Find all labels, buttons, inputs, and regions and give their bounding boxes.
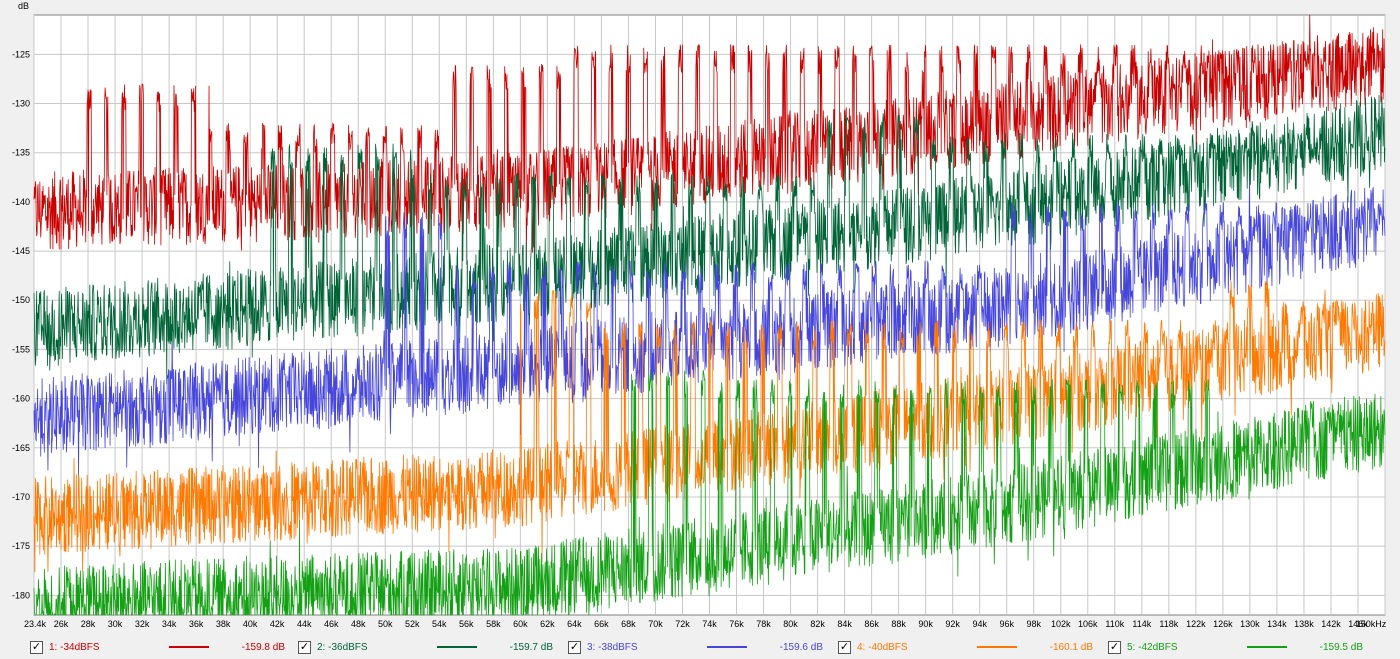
axes: dB 23.4k 26k 28k 30k 32k 34k 36k 38k 40k 42k 44k 46… [12, 1, 1387, 629]
x-tick-label: 86k [864, 619, 879, 629]
legend-series-name: 2: -36dBFS [317, 641, 368, 653]
legend-swatch [169, 646, 209, 648]
legend-swatch [1247, 646, 1287, 648]
series-line [33, 95, 1386, 385]
y-tick-label: -180 [12, 590, 30, 600]
x-tick-label: 130k [1240, 619, 1260, 629]
series-line [33, 280, 1386, 573]
x-tick-label: 56k [459, 619, 474, 629]
x-tick-label: 42k [270, 619, 285, 629]
y-tick-label: -165 [12, 443, 30, 453]
series-visibility-checkbox[interactable]: ✓ [298, 640, 311, 654]
x-tick-label: 40k [243, 619, 258, 629]
x-tick-label: 34k [162, 619, 177, 629]
y-tick-label: -130 [12, 99, 30, 109]
x-tick-label: 44k [297, 619, 312, 629]
x-tick-label: 30k [108, 619, 123, 629]
x-tick-label: 142k [1321, 619, 1341, 629]
legend-series-value: -160.1 dB [1049, 641, 1093, 653]
y-tick-label: -145 [12, 246, 30, 256]
y-tick-label: -175 [12, 541, 30, 551]
series-visibility-checkbox[interactable]: ✓ [30, 640, 43, 654]
x-tick-label: 126k [1213, 619, 1233, 629]
legend: ✓ 1: -34dBFS -159.8 dB ✓ 2: -36dBFS -159.7 dB… [0, 634, 1400, 659]
x-tick-label: 70k [648, 619, 663, 629]
x-tick-label: 74k [702, 619, 717, 629]
x-tick-label: 38k [216, 619, 231, 629]
x-tick-label: 138k [1294, 619, 1314, 629]
x-tick-label: 134k [1267, 619, 1287, 629]
y-tick-label: -125 [12, 49, 30, 59]
x-tick-label: 146k [1348, 619, 1368, 629]
x-tick-label: 102k [1051, 619, 1071, 629]
x-tick-label: 52k [405, 619, 420, 629]
x-tick-label: 92k [945, 619, 960, 629]
x-tick-label: 114k [1132, 619, 1151, 629]
legend-item[interactable]: ✓ 1: -34dBFS -159.8 dB [30, 638, 285, 656]
series-visibility-checkbox[interactable]: ✓ [838, 640, 851, 654]
x-tick-label: 76k [729, 619, 744, 629]
x-tick-label: 23.4k [24, 619, 47, 629]
series-line [33, 14, 1386, 259]
x-tick-label: 106k [1078, 619, 1098, 629]
y-axis-unit-label: dB [18, 1, 29, 11]
series-layer [33, 14, 1386, 616]
legend-series-name: 4: -40dBFS [857, 641, 908, 653]
legend-item[interactable]: ✓ 3: -38dBFS -159.6 dB [568, 638, 823, 656]
x-tick-label: 80k [783, 619, 798, 629]
x-tick-label: 46k [324, 619, 339, 629]
legend-item[interactable]: ✓ 5: -42dBFS -159.5 dB [1108, 638, 1363, 656]
series-line [33, 179, 1386, 478]
x-tick-label: 72k [675, 619, 690, 629]
series-visibility-checkbox[interactable]: ✓ [1108, 640, 1121, 654]
y-tick-label: -160 [12, 394, 30, 404]
x-tick-label: 28k [81, 619, 96, 629]
spectrum-chart: dB 23.4k 26k 28k 30k 32k 34k 36k 38k 40k 42k 44k 46… [12, 1, 1387, 629]
legend-series-name: 1: -34dBFS [49, 641, 100, 653]
x-tick-label: 32k [135, 619, 150, 629]
legend-swatch [707, 646, 747, 648]
y-tick-label: -135 [12, 148, 30, 158]
legend-series-value: -159.8 dB [241, 641, 285, 653]
legend-series-name: 3: -38dBFS [587, 641, 638, 653]
legend-swatch [977, 646, 1017, 648]
legend-item[interactable]: ✓ 4: -40dBFS -160.1 dB [838, 638, 1093, 656]
x-tick-label: 118k [1159, 619, 1178, 629]
x-tick-label: 98k [1026, 619, 1041, 629]
legend-series-value: -159.5 dB [1319, 641, 1363, 653]
x-tick-label: 54k [432, 619, 447, 629]
x-tick-label: 26k [54, 619, 69, 629]
x-tick-label: 60k [513, 619, 528, 629]
x-tick-label: 48k [351, 619, 366, 629]
legend-series-value: -159.6 dB [779, 641, 823, 653]
series-visibility-checkbox[interactable]: ✓ [568, 640, 581, 654]
legend-series-name: 5: -42dBFS [1127, 641, 1178, 653]
legend-series-value: -159.7 dB [509, 641, 553, 653]
x-tick-label: 62k [540, 619, 555, 629]
x-tick-label: 64k [567, 619, 582, 629]
x-tick-label: 90k [918, 619, 933, 629]
x-tick-label: 82k [810, 619, 825, 629]
x-tick-label: 84k [837, 619, 852, 629]
x-tick-label: 88k [891, 619, 906, 629]
series-line [33, 369, 1386, 616]
x-tick-label: 50k [378, 619, 393, 629]
x-tick-label: 68k [621, 619, 636, 629]
x-tick-label: 110k [1105, 619, 1124, 629]
x-tick-label: 150kHz [1356, 619, 1387, 629]
x-tick-label: 66k [594, 619, 609, 629]
x-tick-label: 94k [972, 619, 987, 629]
x-tick-label: 122k [1186, 619, 1206, 629]
legend-swatch [437, 646, 477, 648]
legend-item[interactable]: ✓ 2: -36dBFS -159.7 dB [298, 638, 553, 656]
x-tick-label: 96k [999, 619, 1014, 629]
x-tick-label: 78k [756, 619, 771, 629]
y-tick-label: -155 [12, 344, 30, 354]
x-tick-label: 58k [486, 619, 501, 629]
x-tick-label: 36k [189, 619, 204, 629]
y-tick-label: -140 [12, 197, 30, 207]
y-tick-label: -170 [12, 492, 30, 502]
y-tick-label: -150 [12, 295, 30, 305]
